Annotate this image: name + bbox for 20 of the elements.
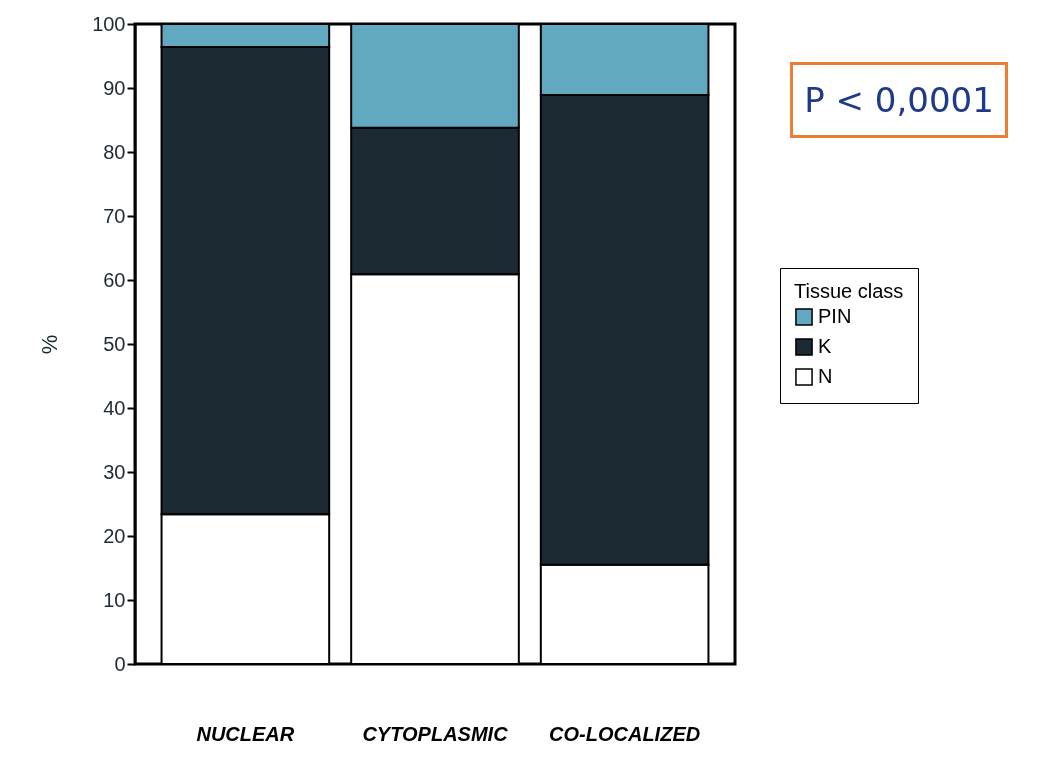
y-tick-label: 40 xyxy=(103,396,126,419)
y-tick-label: 60 xyxy=(103,268,126,291)
legend-label: N xyxy=(818,365,833,387)
y-tick-label: 20 xyxy=(103,524,126,547)
y-tick-label: 80 xyxy=(103,140,126,163)
text: P < 0,0001 xyxy=(790,62,1008,138)
y-tick-label: 90 xyxy=(103,76,126,99)
legend-label: K xyxy=(818,335,832,357)
legend-title: Tissue class xyxy=(794,280,904,302)
y-tick-label: 30 xyxy=(103,460,126,483)
y-tick-label: 70 xyxy=(103,204,126,227)
y-tick-label: 0 xyxy=(114,652,126,675)
x-tick-label: CYTOPLASMIC xyxy=(362,722,509,745)
y-tick-label: 100 xyxy=(92,12,126,35)
x-tick-label: NUCLEAR xyxy=(196,722,295,745)
x-tick-label: CO-LOCALIZED xyxy=(549,722,701,745)
y-axis-title: % xyxy=(37,334,63,355)
y-tick-label: 10 xyxy=(103,588,126,611)
legend-label: PIN xyxy=(818,305,852,327)
y-tick-label: 50 xyxy=(103,332,126,355)
